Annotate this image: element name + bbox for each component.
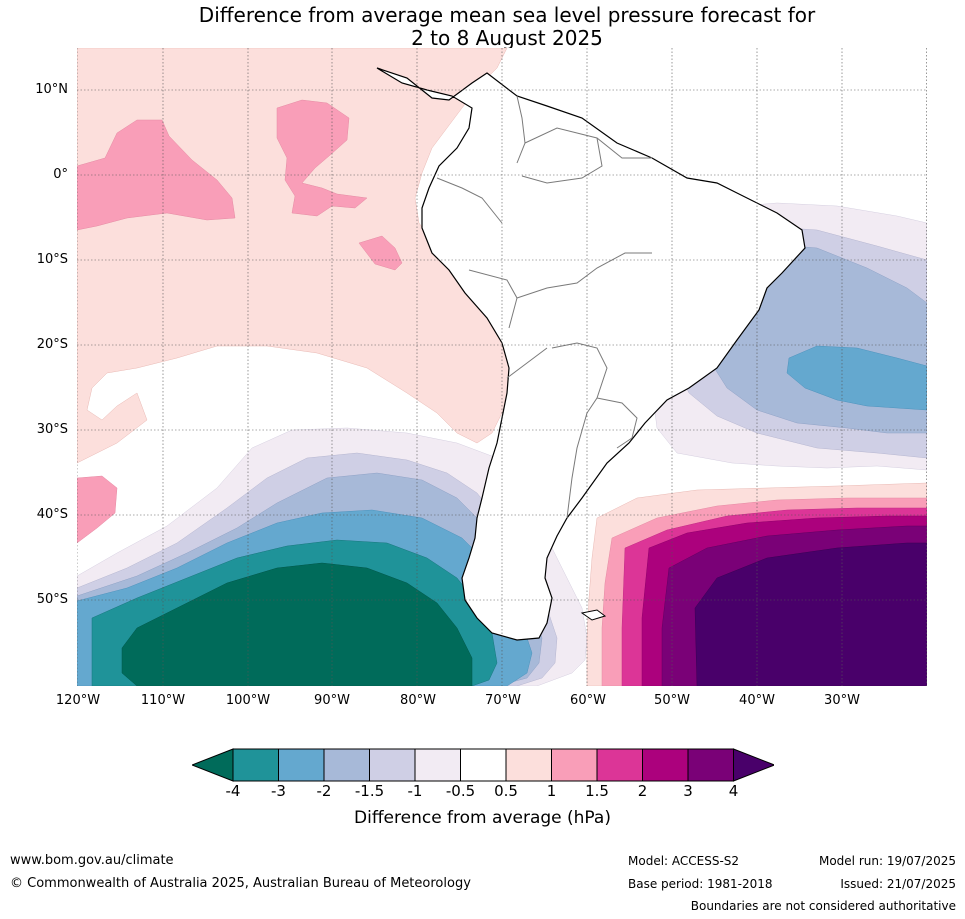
colorbar-tick-label: 3 (683, 782, 693, 800)
colorbar-swatch (232, 748, 279, 782)
anomaly-zone-atl-neg-2 (786, 345, 927, 411)
base-period: Base period: 1981-2018 (628, 877, 773, 891)
colorbar-tick-label: 1.5 (585, 782, 609, 800)
lat-label-20s: 20°S (36, 337, 68, 352)
anomaly-zone-pos-1-0-b (276, 99, 368, 217)
colorbar-swatch (551, 748, 598, 782)
colorbar-tick-label: -4 (225, 782, 241, 800)
colorbar-tick-label: 1 (546, 782, 557, 800)
falkland-islands (580, 609, 607, 621)
lon-label-70w: 70°W (485, 693, 521, 708)
anomaly-zone-neg-4 (121, 562, 473, 686)
anomaly-zone-pos-1-0-c (358, 235, 403, 271)
lon-label-60w: 60°W (570, 693, 606, 708)
colorbar-swatch (278, 748, 325, 782)
lat-label-50s: 50°S (36, 592, 68, 607)
lon-label-50w: 50°W (654, 693, 690, 708)
lon-label-90w: 90°W (314, 693, 350, 708)
colorbar-swatch (414, 748, 461, 782)
colorbar-tick-label: -0.5 (445, 782, 476, 800)
lon-label-30w: 30°W (824, 693, 860, 708)
colorbar-swatch (596, 748, 643, 782)
lon-label-80w: 80°W (400, 693, 436, 708)
graticule (77, 48, 927, 686)
colorbar-swatches (190, 748, 776, 782)
lat-label-0: 0° (53, 167, 68, 182)
colorbar-swatch (642, 748, 689, 782)
colorbar-swatch (505, 748, 552, 782)
colorbar-tick-label: -1 (407, 782, 423, 800)
anomaly-zone-pos-1-0-a (77, 119, 236, 231)
copyright-text: © Commonwealth of Australia 2025, Austra… (10, 876, 471, 891)
lon-label-110w: 110°W (140, 693, 186, 708)
colorbar-swatch (323, 748, 370, 782)
colorbar (190, 748, 776, 786)
colorbar-tick-label: 0.5 (494, 782, 518, 800)
anomaly-zone-pos-0-5 (77, 48, 518, 464)
lat-label-40s: 40°S (36, 507, 68, 522)
map-panel[interactable] (77, 48, 927, 686)
lat-label-10n: 10°N (35, 82, 68, 97)
colorbar-tick-label: 4 (728, 782, 739, 800)
lon-label-120w: 120°W (55, 693, 101, 708)
anomaly-zone-atl-pos-4 (694, 542, 927, 686)
website-link[interactable]: www.bom.gov.au/climate (10, 853, 174, 868)
colorbar-label: Difference from average (hPa) (354, 808, 611, 828)
colorbar-swatch (460, 748, 507, 782)
model-run-date: Model run: 19/07/2025 (818, 854, 956, 868)
colorbar-tick-label: -1.5 (354, 782, 385, 800)
south-america-landmass (376, 67, 806, 641)
model-name: Model: ACCESS-S2 (628, 854, 740, 868)
colorbar-swatch (687, 748, 734, 782)
colorbar-swatch (369, 748, 416, 782)
issued-date: Issued: 21/07/2025 (840, 877, 956, 891)
colorbar-tick-label: 2 (637, 782, 648, 800)
lat-label-30s: 30°S (36, 422, 68, 437)
colorbar-tick-label: -3 (271, 782, 286, 800)
colorbar-tick-label: -2 (316, 782, 332, 800)
map-title: Difference from average mean sea level p… (0, 4, 965, 50)
lat-label-10s: 10°S (36, 252, 68, 267)
anomaly-zone-pos-1-0-d (77, 475, 118, 544)
title-line-1: Difference from average mean sea level p… (198, 3, 816, 27)
lon-label-40w: 40°W (739, 693, 775, 708)
title-line-2: 2 to 8 August 2025 (411, 26, 603, 50)
colorbar-extend-high (733, 748, 776, 782)
boundaries-disclaimer: Boundaries are not considered authoritat… (690, 899, 956, 913)
lon-label-100w: 100°W (225, 693, 271, 708)
pressure-anomaly-map (77, 48, 927, 686)
colorbar-extend-low (190, 748, 234, 782)
